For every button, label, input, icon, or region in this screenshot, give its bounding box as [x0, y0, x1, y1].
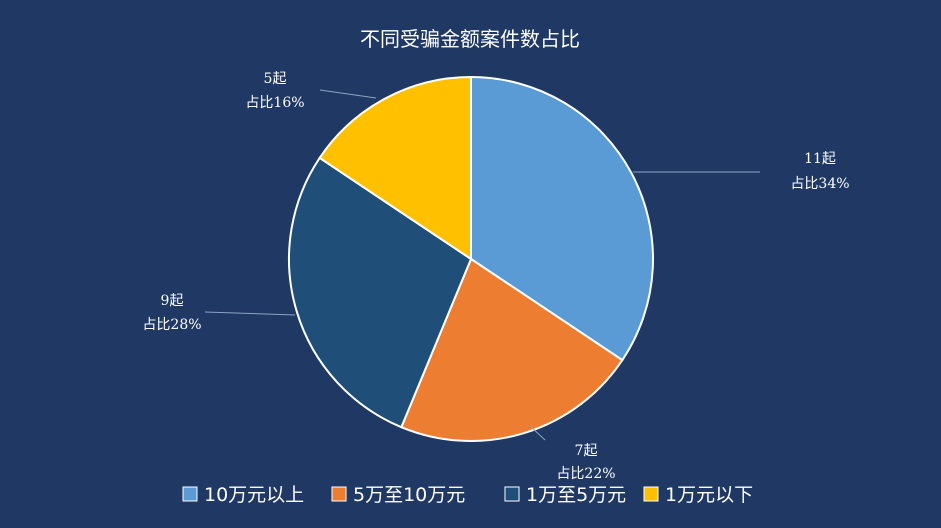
legend-swatch	[331, 486, 347, 502]
legend-label: 10万元以上	[204, 484, 304, 506]
chart-title: 不同受骗金额案件数占比	[360, 27, 580, 51]
legend-swatch	[643, 486, 659, 502]
legend-swatch	[504, 486, 520, 502]
legend: 10万元以上 5万至10万元 1万至5万元 1万元以下	[182, 484, 753, 506]
pie-slices	[288, 75, 654, 442]
data-label-count: 11起	[804, 151, 836, 167]
leader-line	[319, 89, 377, 99]
legend-swatch	[182, 486, 198, 502]
data-label-count: 9起	[161, 293, 184, 309]
legend-label: 1万至5万元	[526, 484, 626, 506]
data-label-count: 5起	[264, 71, 287, 87]
pie-slice	[288, 156, 473, 429]
data-label-count: 7起	[575, 443, 598, 459]
legend-label: 5万至10万元	[353, 484, 465, 506]
pie-slice	[400, 257, 624, 442]
data-label-percent: 占比28%	[142, 317, 201, 333]
leader-line	[529, 425, 546, 441]
legend-label: 1万元以下	[665, 484, 753, 506]
data-label-percent: 占比22%	[556, 466, 615, 482]
data-label-percent: 占比34%	[790, 176, 849, 192]
data-label-percent: 占比16%	[245, 95, 304, 111]
pie-slice	[318, 75, 472, 261]
leader-line	[204, 311, 296, 316]
leader-lines	[204, 89, 760, 441]
